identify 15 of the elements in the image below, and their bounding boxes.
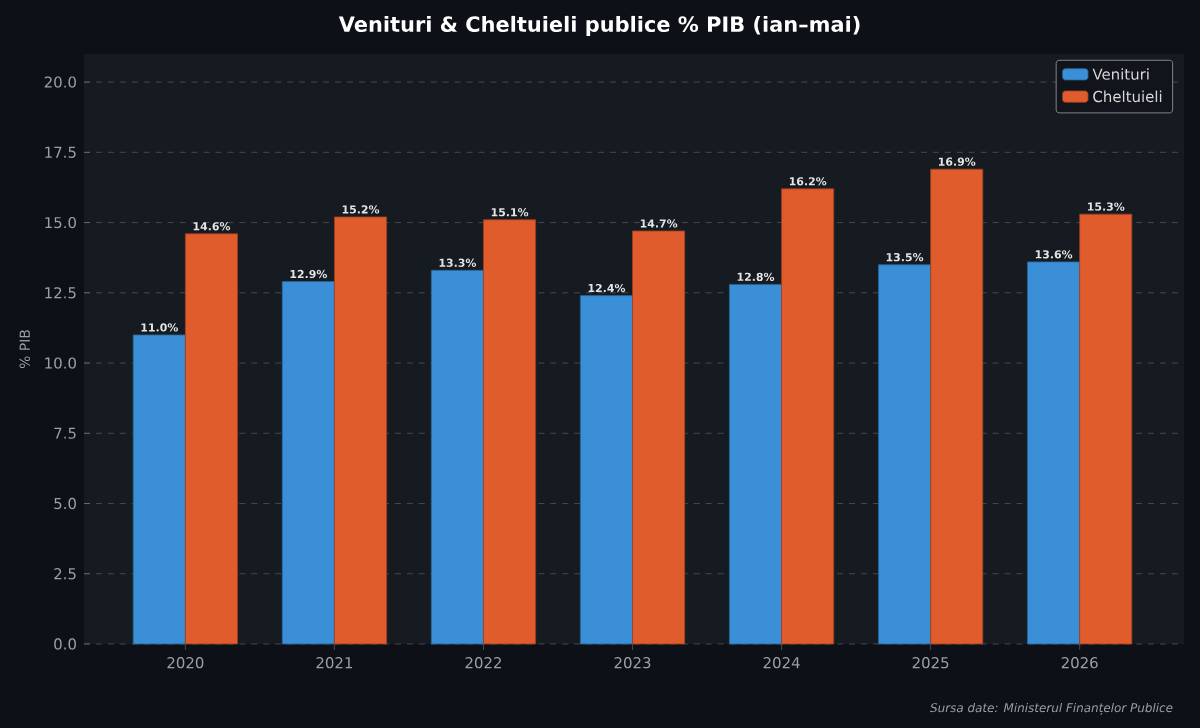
bar (281, 281, 335, 645)
bar (930, 168, 984, 645)
chart-title: Venituri & Cheltuieli publice % PIB (ian–mai) (338, 15, 860, 37)
bar (878, 264, 932, 645)
bar (579, 295, 633, 645)
bar (729, 283, 782, 645)
bar (632, 230, 686, 645)
bar (430, 269, 484, 645)
bar (334, 216, 387, 645)
bar (483, 219, 537, 645)
bar (781, 188, 835, 645)
bar (184, 233, 238, 645)
bar (1027, 261, 1081, 645)
bar (1079, 213, 1133, 645)
bar (132, 334, 186, 645)
